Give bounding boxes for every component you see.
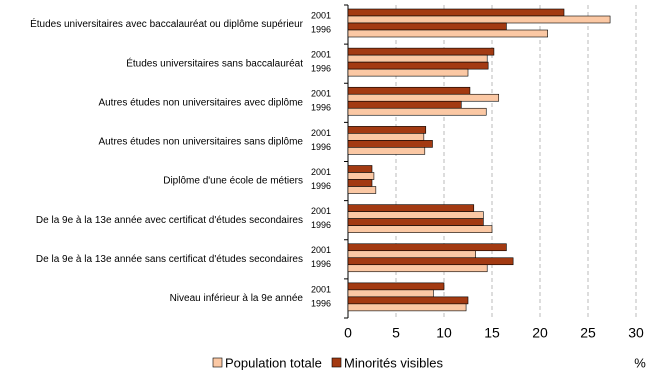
bar — [347, 86, 471, 95]
year-label: 2001 — [311, 89, 331, 99]
bar — [347, 172, 375, 180]
year-label: 2001 — [311, 10, 331, 20]
year-label: 1996 — [311, 259, 331, 269]
category-label: Autres études non universitaires sans di… — [98, 137, 303, 148]
bar — [347, 303, 467, 312]
x-tick-label: 20 — [532, 325, 548, 341]
bar — [347, 61, 489, 70]
legend-label: Minorités visibles — [344, 355, 443, 370]
bar — [347, 140, 433, 148]
bar — [347, 126, 427, 134]
bar — [347, 264, 488, 273]
year-label: 2001 — [311, 128, 331, 138]
year-label: 2001 — [311, 206, 331, 216]
bar — [347, 289, 434, 298]
year-label: 2001 — [311, 284, 331, 294]
bar — [347, 211, 484, 219]
bar — [347, 218, 484, 226]
bar — [347, 204, 475, 212]
x-tick-label: 15 — [484, 325, 500, 341]
category-label: De la 9e à la 13e année avec certificat … — [36, 215, 303, 226]
bar — [347, 29, 548, 38]
bar — [347, 54, 488, 63]
bar — [347, 296, 469, 305]
bar — [347, 68, 469, 77]
bar — [347, 243, 507, 252]
category-label: Autres études non universitaires avec di… — [98, 97, 303, 108]
year-label: 2001 — [311, 50, 331, 60]
x-tick-label: 0 — [344, 325, 352, 341]
category-label: Études universitaires sans baccalauréat — [126, 56, 303, 69]
bar — [347, 147, 426, 155]
legend-swatch — [212, 357, 223, 368]
x-tick-label: 5 — [392, 325, 400, 341]
legend-swatch — [331, 357, 342, 368]
category-label: De la 9e à la 13e année sans certificat … — [36, 254, 303, 265]
year-label: 1996 — [311, 64, 331, 74]
x-axis-label: % — [634, 355, 646, 370]
bar — [347, 107, 487, 116]
bar — [347, 257, 514, 266]
category-label: Niveau inférieur à la 9e année — [170, 293, 304, 304]
bar — [347, 133, 425, 141]
year-label: 1996 — [311, 142, 331, 152]
year-label: 1996 — [311, 24, 331, 34]
year-label: 1996 — [311, 181, 331, 191]
bar — [347, 186, 377, 194]
x-tick-label: 10 — [436, 325, 452, 341]
year-label: 1996 — [311, 103, 331, 113]
bar — [347, 22, 507, 31]
year-label: 2001 — [311, 167, 331, 177]
bar — [347, 100, 462, 109]
bar — [347, 93, 500, 102]
x-tick-label: 30 — [628, 325, 644, 341]
year-label: 2001 — [311, 245, 331, 255]
category-label: Études universitaires avec baccalauréat … — [30, 17, 304, 30]
year-label: 1996 — [311, 220, 331, 230]
x-tick-label: 25 — [580, 325, 596, 341]
bar — [347, 8, 565, 17]
bar — [347, 179, 373, 187]
bar — [347, 165, 373, 173]
bar — [347, 15, 611, 24]
bar — [347, 282, 445, 291]
bar — [347, 47, 495, 56]
category-label: Diplôme d'une école de métiers — [163, 176, 303, 187]
bar — [347, 225, 493, 233]
bar — [347, 250, 476, 259]
legend-label: Population totale — [225, 355, 322, 370]
year-label: 1996 — [311, 298, 331, 308]
